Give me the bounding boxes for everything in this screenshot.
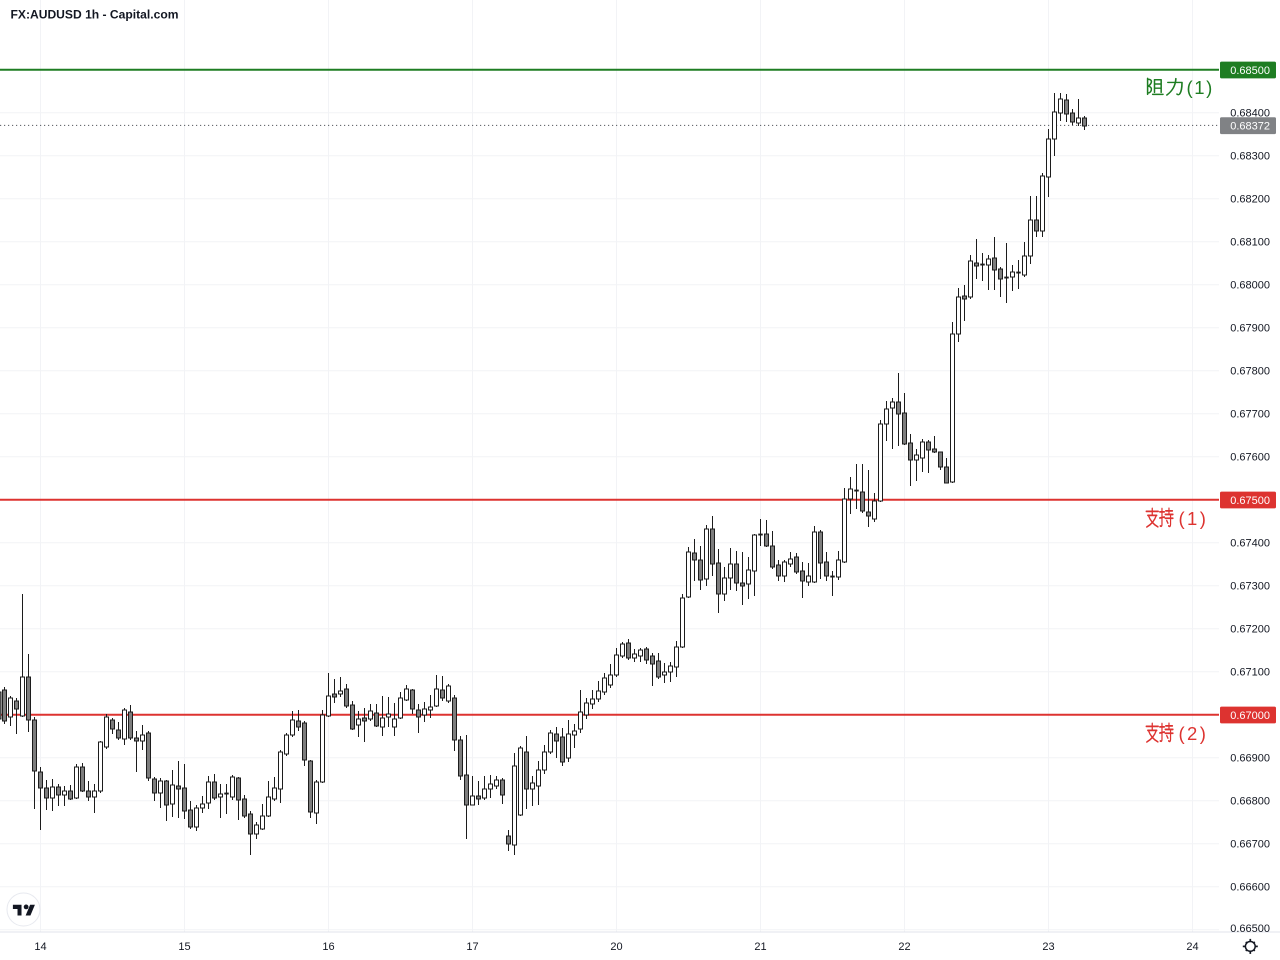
svg-text:20: 20	[610, 941, 622, 953]
svg-text:0.68500: 0.68500	[1230, 65, 1270, 77]
svg-text:15: 15	[178, 941, 190, 953]
svg-text:0.68100: 0.68100	[1230, 237, 1270, 249]
svg-text:23: 23	[1042, 941, 1054, 953]
svg-text:14: 14	[34, 941, 46, 953]
svg-text:0.68372: 0.68372	[1230, 121, 1270, 133]
svg-text:0.66600: 0.66600	[1230, 882, 1270, 894]
svg-text:17: 17	[466, 941, 478, 953]
svg-text:0.67400: 0.67400	[1230, 538, 1270, 550]
svg-text:0.68300: 0.68300	[1230, 151, 1270, 163]
svg-text:21: 21	[754, 941, 766, 953]
svg-text:0.66800: 0.66800	[1230, 796, 1270, 808]
svg-text:0.67000: 0.67000	[1230, 710, 1270, 722]
svg-text:0.66900: 0.66900	[1230, 753, 1270, 765]
svg-text:0.67800: 0.67800	[1230, 366, 1270, 378]
svg-text:22: 22	[898, 941, 910, 953]
svg-text:0.66500: 0.66500	[1230, 923, 1270, 935]
svg-text:24: 24	[1186, 941, 1198, 953]
svg-text:0.68200: 0.68200	[1230, 194, 1270, 206]
svg-text:0.68000: 0.68000	[1230, 280, 1270, 292]
svg-text:(1): (1)	[1179, 508, 1209, 529]
svg-text:(2): (2)	[1179, 723, 1209, 744]
svg-text:0.67700: 0.67700	[1230, 409, 1270, 421]
svg-text:0.67500: 0.67500	[1230, 495, 1270, 507]
svg-text:16: 16	[322, 941, 334, 953]
svg-text:0.67300: 0.67300	[1230, 581, 1270, 593]
svg-text:0.67100: 0.67100	[1230, 667, 1270, 679]
svg-text:0.67200: 0.67200	[1230, 624, 1270, 636]
svg-text:0.68400: 0.68400	[1230, 108, 1270, 120]
svg-text:0.67900: 0.67900	[1230, 323, 1270, 335]
svg-text:FX:AUDUSD 1h - Capital.com: FX:AUDUSD 1h - Capital.com	[11, 8, 179, 22]
svg-text:(1): (1)	[1187, 77, 1214, 98]
svg-text:0.67600: 0.67600	[1230, 452, 1270, 464]
svg-text:0.66700: 0.66700	[1230, 839, 1270, 851]
